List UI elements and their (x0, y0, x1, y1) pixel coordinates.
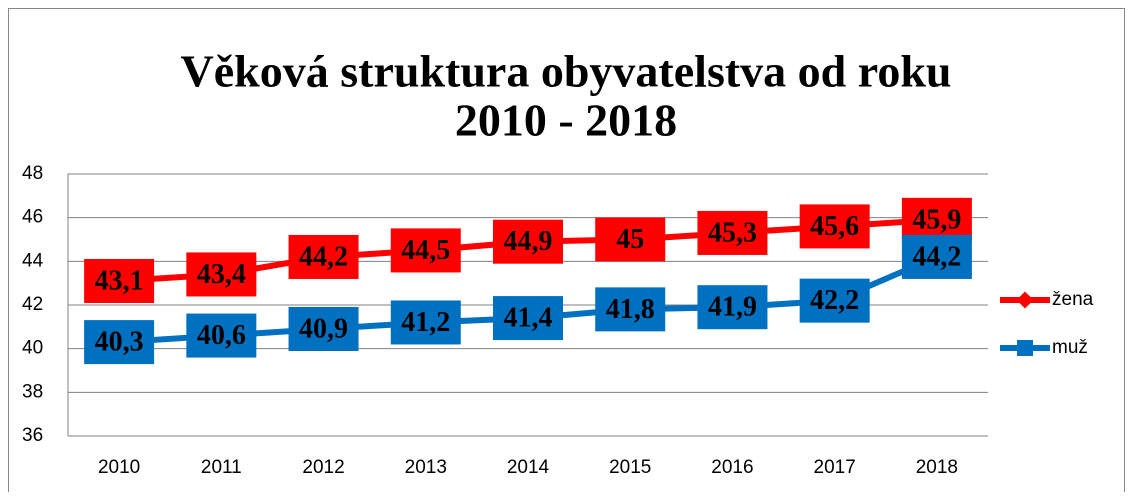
y-tick-label: 48 (22, 163, 43, 184)
chart-title-line-1: Věková struktura obyvatelstva od roku (181, 46, 952, 97)
data-label: 40,9 (299, 313, 348, 344)
x-tick-label: 2012 (302, 457, 344, 478)
y-tick-label: 42 (22, 294, 43, 315)
data-label: 44,5 (401, 235, 450, 266)
data-label: 45,6 (810, 211, 859, 242)
y-tick-label: 44 (22, 250, 44, 271)
legend-marker (1017, 340, 1033, 356)
x-tick-label: 2018 (916, 457, 958, 478)
data-label: 41,2 (401, 307, 450, 338)
data-label-box (288, 307, 359, 352)
data-label: 44,2 (912, 241, 961, 272)
data-label: 42,2 (810, 285, 859, 316)
data-label-box (493, 219, 563, 264)
legend-label: žena (1052, 289, 1094, 310)
data-label: 43,1 (95, 265, 144, 296)
data-label-box (390, 228, 461, 273)
data-label: 41,9 (708, 292, 757, 323)
data-label-box (186, 313, 257, 358)
x-tick-label: 2014 (507, 457, 550, 478)
chart-frame (8, 8, 1125, 497)
data-label-box (186, 252, 257, 297)
data-label: 44,9 (504, 226, 553, 257)
y-tick-label: 40 (22, 338, 43, 359)
data-label-box (901, 234, 972, 279)
data-label: 40,3 (95, 327, 144, 358)
y-tick-label: 46 (22, 207, 43, 228)
legend-marker (1016, 291, 1034, 309)
x-tick-label: 2015 (609, 457, 651, 478)
y-tick-label: 36 (22, 425, 43, 446)
data-label-box (595, 287, 666, 332)
data-label-box (595, 217, 666, 262)
data-label: 41,8 (606, 294, 655, 325)
x-tick-label: 2017 (814, 457, 856, 478)
legend-label: muž (1052, 337, 1088, 358)
data-label-box (799, 278, 870, 323)
data-label-box (697, 285, 768, 330)
data-label: 45 (616, 224, 644, 255)
data-label-box (697, 210, 768, 255)
data-label-box (901, 197, 972, 242)
x-tick-label: 2016 (711, 457, 753, 478)
data-label: 45,3 (708, 217, 757, 248)
data-label-box (390, 300, 461, 345)
y-tick-label: 38 (22, 381, 43, 402)
x-tick-label: 2013 (405, 457, 447, 478)
data-label: 45,9 (912, 204, 961, 235)
chart-title-continued: 2010 - 2018 (455, 95, 677, 146)
data-label: 44,2 (299, 241, 348, 272)
data-label: 43,4 (197, 259, 246, 290)
data-label-box (799, 204, 870, 249)
x-tick-label: 2010 (98, 457, 140, 478)
data-label-box (493, 296, 563, 341)
data-label-box (288, 234, 359, 279)
data-label-box (84, 258, 155, 303)
data-label: 40,6 (197, 320, 246, 351)
data-label-box (84, 320, 155, 365)
x-tick-label: 2011 (201, 457, 242, 478)
data-label: 41,4 (504, 303, 553, 334)
